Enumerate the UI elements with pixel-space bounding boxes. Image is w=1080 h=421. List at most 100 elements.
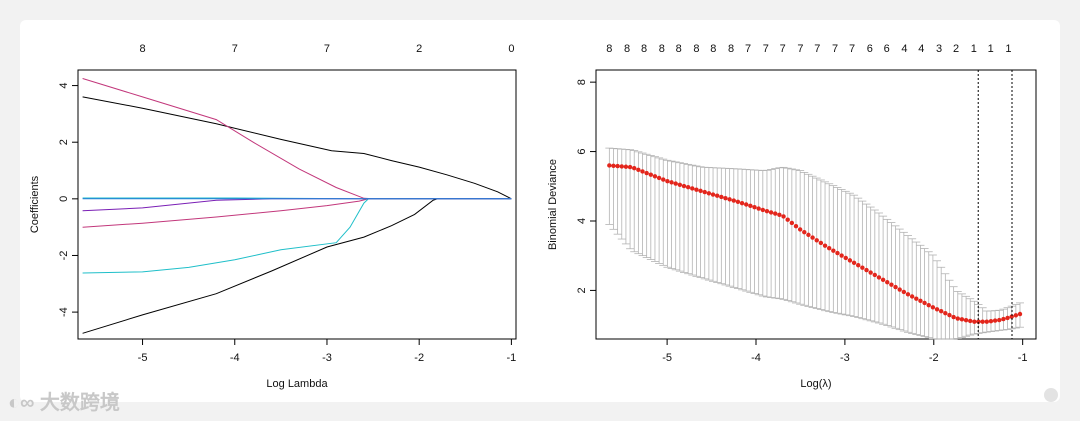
deviance-point	[847, 258, 853, 263]
deviance-point	[673, 181, 678, 186]
deviance-point	[615, 163, 620, 169]
deviance-point	[1013, 313, 1019, 318]
deviance-point	[694, 187, 699, 192]
x-tick-label: -4	[230, 352, 240, 364]
deviance-point	[860, 265, 865, 270]
deviance-point	[797, 227, 803, 232]
deviance-point	[698, 188, 703, 194]
top-axis-label: 8	[139, 43, 145, 55]
top-axis-label: 8	[659, 43, 665, 55]
deviance-point	[864, 267, 869, 273]
top-axis-label: 6	[867, 43, 873, 55]
deviance-point	[785, 217, 790, 222]
deviance-point	[872, 272, 878, 278]
deviance-point	[951, 314, 956, 320]
deviance-point	[656, 175, 662, 181]
deviance-point	[1017, 311, 1023, 317]
deviance-point	[777, 212, 782, 218]
deviance-point	[856, 263, 861, 268]
deviance-point	[627, 164, 633, 170]
x-tick-label: -3	[322, 352, 332, 364]
y-tick-label: 8	[576, 79, 588, 85]
deviance-point	[611, 163, 616, 168]
deviance-point	[607, 163, 612, 168]
top-axis-label: 8	[606, 43, 612, 55]
deviance-point	[934, 307, 940, 312]
deviance-point	[930, 305, 936, 310]
watermark: ◐∞ 大数跨境	[8, 386, 120, 415]
top-axis-label: 1	[1005, 43, 1011, 55]
deviance-point	[988, 318, 994, 324]
deviance-point	[806, 232, 811, 238]
deviance-point	[822, 243, 828, 248]
deviance-point	[901, 289, 907, 295]
x-tick-label: -3	[840, 352, 850, 364]
x-tick-label: -1	[1018, 352, 1028, 364]
y-tick-label: 4	[576, 218, 588, 224]
top-axis-label: 7	[780, 43, 786, 55]
y-tick-label: 6	[576, 149, 588, 155]
deviance-point	[661, 177, 666, 182]
deviance-point	[868, 270, 873, 275]
deviance-point	[756, 206, 761, 211]
y-tick-label: 0	[58, 196, 70, 202]
deviance-point	[652, 174, 658, 179]
deviance-point	[826, 246, 832, 251]
x-axis-label: Log Lambda	[266, 378, 328, 390]
top-axis-label: 8	[676, 43, 682, 55]
deviance-point	[773, 211, 778, 216]
card: -5 -4 -3 -2 -1 -4 -2 0 2 4 Log Lambda Coefficients 8…	[20, 20, 1060, 402]
top-axis-label: 7	[745, 43, 751, 55]
watermark-text: 大数跨境	[39, 392, 120, 414]
deviance-point	[814, 238, 819, 243]
y-tick-label: 4	[58, 83, 70, 89]
top-axis-label: 8	[710, 43, 716, 55]
x-tick-label: -2	[414, 352, 424, 364]
deviance-point	[710, 192, 716, 197]
deviance-point	[1009, 314, 1014, 319]
top-axis-label: 2	[953, 43, 959, 55]
deviance-point	[789, 220, 795, 226]
deviance-point	[781, 214, 786, 219]
deviance-point	[702, 189, 707, 195]
deviance-point	[793, 223, 799, 229]
deviance-point	[810, 235, 815, 240]
deviance-point	[764, 208, 770, 214]
deviance-point	[632, 166, 637, 171]
deviance-point	[619, 164, 624, 169]
deviance-point	[843, 255, 848, 261]
top-axis-label: 7	[797, 43, 803, 55]
top-axis-label: 7	[763, 43, 769, 55]
top-axis-label: 7	[814, 43, 820, 55]
deviance-point	[968, 318, 973, 324]
plot-frame	[77, 69, 517, 340]
top-axis-label: 7	[849, 43, 855, 55]
top-axis-label: 7	[832, 43, 838, 55]
deviance-point	[719, 194, 724, 200]
deviance-point	[909, 294, 915, 299]
top-axis-label: 1	[988, 43, 994, 55]
x-tick-label: -4	[751, 352, 761, 364]
coefficient-path-1	[82, 96, 512, 200]
coefficient-path-4	[82, 198, 512, 228]
deviance-point	[947, 312, 952, 318]
deviance-point	[685, 185, 691, 190]
top-axis-label: 4	[901, 43, 907, 55]
coefficient-path-2	[82, 198, 512, 334]
top-axis-label: 2	[416, 43, 422, 55]
x-tick-label: -5	[662, 352, 672, 364]
x-tick-label: -5	[138, 352, 148, 364]
deviance-point	[938, 309, 944, 314]
deviance-point	[723, 195, 728, 201]
top-axis-label: 6	[884, 43, 890, 55]
x-tick-label: -2	[929, 352, 939, 364]
deviance-point	[914, 296, 919, 301]
deviance-point	[889, 282, 894, 287]
x-tick-label: -1	[506, 352, 516, 364]
deviance-point	[976, 319, 981, 324]
coefficient-path-3	[82, 78, 512, 200]
deviance-point	[681, 183, 687, 189]
deviance-point	[706, 191, 712, 196]
deviance-point	[768, 210, 774, 215]
